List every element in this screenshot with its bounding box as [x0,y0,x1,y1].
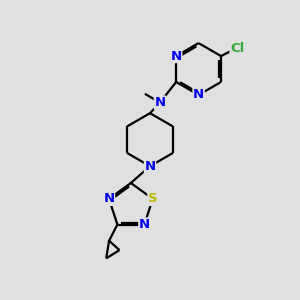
Text: N: N [103,192,115,205]
Text: N: N [154,96,166,109]
Text: N: N [144,160,156,173]
Text: N: N [171,50,182,63]
Text: N: N [139,218,150,231]
Text: S: S [148,192,158,205]
Text: N: N [193,88,204,101]
Text: Cl: Cl [230,42,244,55]
